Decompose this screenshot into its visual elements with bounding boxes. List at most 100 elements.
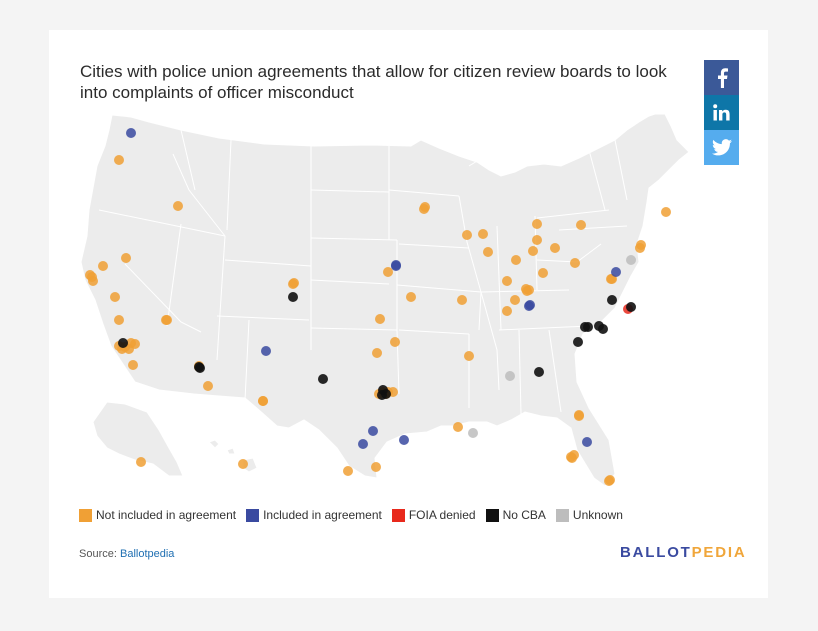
legend-label-included: Included in agreement (263, 508, 382, 522)
city-point-not-included[interactable] (390, 337, 400, 347)
city-point-no-cba[interactable] (607, 295, 617, 305)
city-point-not-included[interactable] (162, 315, 172, 325)
city-point-not-included[interactable] (343, 466, 353, 476)
alaska-outline (92, 401, 184, 477)
city-point-not-included[interactable] (419, 204, 429, 214)
city-point-no-cba[interactable] (598, 324, 608, 334)
city-point-not-included[interactable] (258, 396, 268, 406)
city-point-not-included[interactable] (576, 220, 586, 230)
city-point-not-included[interactable] (661, 207, 671, 217)
city-point-no-cba[interactable] (573, 337, 583, 347)
linkedin-share-button[interactable] (704, 95, 739, 130)
city-point-no-cba[interactable] (626, 302, 636, 312)
city-point-not-included[interactable] (372, 348, 382, 358)
city-point-included[interactable] (391, 261, 401, 271)
city-point-not-included[interactable] (114, 155, 124, 165)
city-point-not-included[interactable] (453, 422, 463, 432)
legend-swatch-included (246, 508, 260, 522)
city-point-unknown[interactable] (468, 428, 478, 438)
city-point-not-included[interactable] (464, 351, 474, 361)
city-point-included[interactable] (261, 346, 271, 356)
page-title: Cities with police union agreements that… (80, 62, 667, 102)
us-map (80, 113, 690, 487)
legend-label-foia-denied: FOIA denied (408, 508, 476, 522)
city-point-not-included[interactable] (128, 360, 138, 370)
city-point-no-cba[interactable] (288, 292, 298, 302)
city-points-layer (85, 128, 671, 486)
legend-item-included: Included in agreement (246, 508, 382, 522)
city-point-no-cba[interactable] (118, 338, 128, 348)
city-point-not-included[interactable] (87, 272, 97, 282)
city-point-included[interactable] (399, 435, 409, 445)
state-borders (98, 129, 628, 415)
city-point-not-included[interactable] (510, 295, 520, 305)
city-point-included[interactable] (525, 300, 535, 310)
legend: Not included in agreement Included in ag… (79, 508, 623, 522)
twitter-icon (711, 139, 732, 156)
share-bar (704, 60, 739, 165)
city-point-included[interactable] (368, 426, 378, 436)
legend-item-not-included: Not included in agreement (79, 508, 236, 522)
city-point-not-included[interactable] (550, 243, 560, 253)
city-point-not-included[interactable] (532, 219, 542, 229)
city-point-not-included[interactable] (126, 338, 136, 348)
city-point-not-included[interactable] (635, 243, 645, 253)
city-point-not-included[interactable] (110, 292, 120, 302)
city-point-not-included[interactable] (371, 462, 381, 472)
legend-label-unknown: Unknown (572, 508, 623, 522)
city-point-not-included[interactable] (375, 314, 385, 324)
city-point-not-included[interactable] (406, 292, 416, 302)
city-point-no-cba[interactable] (318, 374, 328, 384)
city-point-unknown[interactable] (626, 255, 636, 265)
ballotpedia-logo: BALLOTPEDIA (620, 544, 746, 561)
city-point-not-included[interactable] (478, 229, 488, 239)
city-point-not-included[interactable] (570, 258, 580, 268)
legend-swatch-not-included (79, 508, 92, 522)
city-point-not-included[interactable] (483, 247, 493, 257)
city-point-included[interactable] (611, 267, 621, 277)
hawaii-outline (208, 439, 258, 473)
city-point-not-included[interactable] (383, 267, 393, 277)
city-point-included[interactable] (126, 128, 136, 138)
city-point-included[interactable] (582, 437, 592, 447)
city-point-not-included[interactable] (566, 452, 576, 462)
city-point-not-included[interactable] (532, 235, 542, 245)
legend-label-not-included: Not included in agreement (96, 508, 237, 522)
legend-item-foia-denied: FOIA denied (391, 508, 476, 522)
legend-label-no-cba: No CBA (502, 508, 546, 522)
legend-item-no-cba: No CBA (485, 508, 546, 522)
city-point-not-included[interactable] (289, 278, 299, 288)
legend-swatch-unknown (555, 508, 569, 522)
city-point-not-included[interactable] (462, 230, 472, 240)
city-point-not-included[interactable] (528, 246, 538, 256)
city-point-not-included[interactable] (98, 261, 108, 271)
map-card: Cities with police union agreements that… (49, 30, 768, 598)
city-point-not-included[interactable] (502, 276, 512, 286)
city-point-not-included[interactable] (114, 315, 124, 325)
city-point-not-included[interactable] (524, 285, 534, 295)
city-point-not-included[interactable] (538, 268, 548, 278)
source-note: Source: Ballotpedia (79, 548, 174, 560)
linkedin-icon (713, 104, 730, 121)
city-point-not-included[interactable] (173, 201, 183, 211)
source-link[interactable]: Ballotpedia (119, 548, 175, 560)
city-point-unknown[interactable] (505, 371, 515, 381)
city-point-not-included[interactable] (457, 295, 467, 305)
city-point-not-included[interactable] (574, 411, 584, 421)
city-point-not-included[interactable] (136, 457, 146, 467)
city-point-not-included[interactable] (511, 255, 521, 265)
city-point-no-cba[interactable] (378, 385, 388, 395)
city-point-no-cba[interactable] (534, 367, 544, 377)
city-point-no-cba[interactable] (195, 363, 205, 373)
city-point-not-included[interactable] (203, 381, 213, 391)
city-point-not-included[interactable] (121, 253, 131, 263)
city-point-included[interactable] (358, 439, 368, 449)
twitter-share-button[interactable] (704, 130, 739, 165)
city-point-no-cba[interactable] (583, 322, 593, 332)
city-point-not-included[interactable] (502, 306, 512, 316)
city-point-not-included[interactable] (605, 475, 615, 485)
city-point-not-included[interactable] (238, 459, 248, 469)
legend-item-unknown: Unknown (555, 508, 623, 522)
legend-swatch-no-cba (485, 508, 499, 522)
facebook-share-button[interactable] (704, 60, 739, 95)
